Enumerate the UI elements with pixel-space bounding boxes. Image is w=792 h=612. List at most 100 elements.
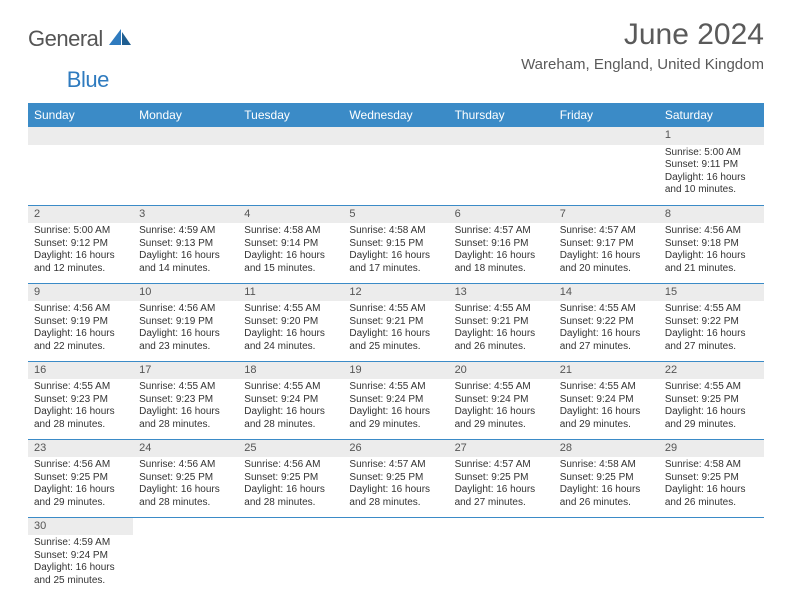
calendar-day-cell: 15Sunrise: 4:55 AMSunset: 9:22 PMDayligh… bbox=[659, 283, 764, 361]
day-number: 2 bbox=[28, 206, 133, 224]
sunrise-text: Sunrise: 4:55 AM bbox=[560, 303, 653, 316]
calendar-week-row: 1Sunrise: 5:00 AMSunset: 9:11 PMDaylight… bbox=[28, 127, 764, 205]
day-number: 23 bbox=[28, 440, 133, 458]
sunrise-text: Sunrise: 4:59 AM bbox=[139, 225, 232, 238]
sunrise-text: Sunrise: 4:57 AM bbox=[455, 225, 548, 238]
daylight-line2: and 24 minutes. bbox=[244, 341, 337, 354]
sunset-text: Sunset: 9:19 PM bbox=[34, 316, 127, 329]
daylight-line1: Daylight: 16 hours bbox=[665, 250, 758, 263]
weekday-wednesday: Wednesday bbox=[343, 103, 448, 127]
daylight-line1: Daylight: 16 hours bbox=[34, 406, 127, 419]
calendar-day-cell bbox=[133, 517, 238, 595]
day-number: 25 bbox=[238, 440, 343, 458]
day-number: 15 bbox=[659, 284, 764, 302]
sunset-text: Sunset: 9:21 PM bbox=[349, 316, 442, 329]
calendar-week-row: 16Sunrise: 4:55 AMSunset: 9:23 PMDayligh… bbox=[28, 361, 764, 439]
sunrise-text: Sunrise: 4:56 AM bbox=[34, 459, 127, 472]
sunrise-text: Sunrise: 4:58 AM bbox=[665, 459, 758, 472]
weekday-sunday: Sunday bbox=[28, 103, 133, 127]
day-details: Sunrise: 4:57 AMSunset: 9:25 PMDaylight:… bbox=[343, 457, 448, 513]
day-number: 9 bbox=[28, 284, 133, 302]
daylight-line2: and 21 minutes. bbox=[665, 263, 758, 276]
daylight-line2: and 20 minutes. bbox=[560, 263, 653, 276]
calendar-day-cell: 7Sunrise: 4:57 AMSunset: 9:17 PMDaylight… bbox=[554, 205, 659, 283]
empty-day-header bbox=[343, 127, 448, 145]
calendar-week-row: 9Sunrise: 4:56 AMSunset: 9:19 PMDaylight… bbox=[28, 283, 764, 361]
sunset-text: Sunset: 9:22 PM bbox=[665, 316, 758, 329]
daylight-line1: Daylight: 16 hours bbox=[455, 484, 548, 497]
calendar-day-cell bbox=[238, 517, 343, 595]
calendar-day-cell bbox=[133, 127, 238, 205]
daylight-line2: and 14 minutes. bbox=[139, 263, 232, 276]
day-number: 14 bbox=[554, 284, 659, 302]
daylight-line2: and 25 minutes. bbox=[34, 575, 127, 588]
calendar-day-cell: 8Sunrise: 4:56 AMSunset: 9:18 PMDaylight… bbox=[659, 205, 764, 283]
calendar-day-cell bbox=[449, 517, 554, 595]
daylight-line1: Daylight: 16 hours bbox=[349, 484, 442, 497]
sunset-text: Sunset: 9:25 PM bbox=[560, 472, 653, 485]
calendar-day-cell bbox=[28, 127, 133, 205]
sunrise-text: Sunrise: 4:56 AM bbox=[665, 225, 758, 238]
weekday-monday: Monday bbox=[133, 103, 238, 127]
day-details: Sunrise: 4:55 AMSunset: 9:21 PMDaylight:… bbox=[343, 301, 448, 357]
calendar-day-cell: 22Sunrise: 4:55 AMSunset: 9:25 PMDayligh… bbox=[659, 361, 764, 439]
daylight-line2: and 26 minutes. bbox=[455, 341, 548, 354]
sunrise-text: Sunrise: 4:55 AM bbox=[139, 381, 232, 394]
calendar-day-cell: 24Sunrise: 4:56 AMSunset: 9:25 PMDayligh… bbox=[133, 439, 238, 517]
daylight-line2: and 25 minutes. bbox=[349, 341, 442, 354]
sunrise-text: Sunrise: 4:57 AM bbox=[560, 225, 653, 238]
daylight-line1: Daylight: 16 hours bbox=[34, 250, 127, 263]
daylight-line2: and 22 minutes. bbox=[34, 341, 127, 354]
empty-day-header bbox=[238, 127, 343, 145]
daylight-line1: Daylight: 16 hours bbox=[139, 406, 232, 419]
sunset-text: Sunset: 9:24 PM bbox=[349, 394, 442, 407]
calendar-day-cell: 6Sunrise: 4:57 AMSunset: 9:16 PMDaylight… bbox=[449, 205, 554, 283]
day-details: Sunrise: 4:55 AMSunset: 9:22 PMDaylight:… bbox=[554, 301, 659, 357]
calendar-day-cell: 19Sunrise: 4:55 AMSunset: 9:24 PMDayligh… bbox=[343, 361, 448, 439]
calendar-day-cell: 28Sunrise: 4:58 AMSunset: 9:25 PMDayligh… bbox=[554, 439, 659, 517]
sunset-text: Sunset: 9:23 PM bbox=[139, 394, 232, 407]
day-details: Sunrise: 4:56 AMSunset: 9:25 PMDaylight:… bbox=[28, 457, 133, 513]
daylight-line2: and 26 minutes. bbox=[560, 497, 653, 510]
day-details: Sunrise: 4:57 AMSunset: 9:16 PMDaylight:… bbox=[449, 223, 554, 279]
sunset-text: Sunset: 9:25 PM bbox=[455, 472, 548, 485]
sunrise-text: Sunrise: 4:55 AM bbox=[455, 303, 548, 316]
sunset-text: Sunset: 9:25 PM bbox=[349, 472, 442, 485]
calendar-day-cell: 23Sunrise: 4:56 AMSunset: 9:25 PMDayligh… bbox=[28, 439, 133, 517]
sunrise-text: Sunrise: 4:56 AM bbox=[139, 459, 232, 472]
calendar-day-cell: 18Sunrise: 4:55 AMSunset: 9:24 PMDayligh… bbox=[238, 361, 343, 439]
day-number: 6 bbox=[449, 206, 554, 224]
sunrise-text: Sunrise: 4:55 AM bbox=[560, 381, 653, 394]
calendar-day-cell: 13Sunrise: 4:55 AMSunset: 9:21 PMDayligh… bbox=[449, 283, 554, 361]
daylight-line1: Daylight: 16 hours bbox=[349, 328, 442, 341]
sunset-text: Sunset: 9:13 PM bbox=[139, 238, 232, 251]
day-details: Sunrise: 4:56 AMSunset: 9:19 PMDaylight:… bbox=[28, 301, 133, 357]
daylight-line2: and 27 minutes. bbox=[455, 497, 548, 510]
day-number: 17 bbox=[133, 362, 238, 380]
daylight-line1: Daylight: 16 hours bbox=[349, 250, 442, 263]
sunrise-text: Sunrise: 4:56 AM bbox=[139, 303, 232, 316]
sunrise-text: Sunrise: 4:57 AM bbox=[349, 459, 442, 472]
sunset-text: Sunset: 9:25 PM bbox=[665, 394, 758, 407]
day-details: Sunrise: 4:55 AMSunset: 9:24 PMDaylight:… bbox=[343, 379, 448, 435]
day-number: 16 bbox=[28, 362, 133, 380]
month-title: June 2024 bbox=[521, 18, 764, 52]
day-details: Sunrise: 4:55 AMSunset: 9:24 PMDaylight:… bbox=[449, 379, 554, 435]
sunset-text: Sunset: 9:25 PM bbox=[665, 472, 758, 485]
day-details: Sunrise: 4:58 AMSunset: 9:25 PMDaylight:… bbox=[554, 457, 659, 513]
daylight-line2: and 29 minutes. bbox=[455, 419, 548, 432]
daylight-line1: Daylight: 16 hours bbox=[349, 406, 442, 419]
calendar-day-cell: 3Sunrise: 4:59 AMSunset: 9:13 PMDaylight… bbox=[133, 205, 238, 283]
daylight-line1: Daylight: 16 hours bbox=[560, 406, 653, 419]
daylight-line1: Daylight: 16 hours bbox=[244, 250, 337, 263]
day-number: 12 bbox=[343, 284, 448, 302]
sunset-text: Sunset: 9:21 PM bbox=[455, 316, 548, 329]
sunset-text: Sunset: 9:25 PM bbox=[244, 472, 337, 485]
daylight-line2: and 15 minutes. bbox=[244, 263, 337, 276]
day-number: 7 bbox=[554, 206, 659, 224]
day-number: 5 bbox=[343, 206, 448, 224]
day-number: 22 bbox=[659, 362, 764, 380]
calendar-day-cell: 25Sunrise: 4:56 AMSunset: 9:25 PMDayligh… bbox=[238, 439, 343, 517]
day-number: 20 bbox=[449, 362, 554, 380]
daylight-line1: Daylight: 16 hours bbox=[665, 484, 758, 497]
